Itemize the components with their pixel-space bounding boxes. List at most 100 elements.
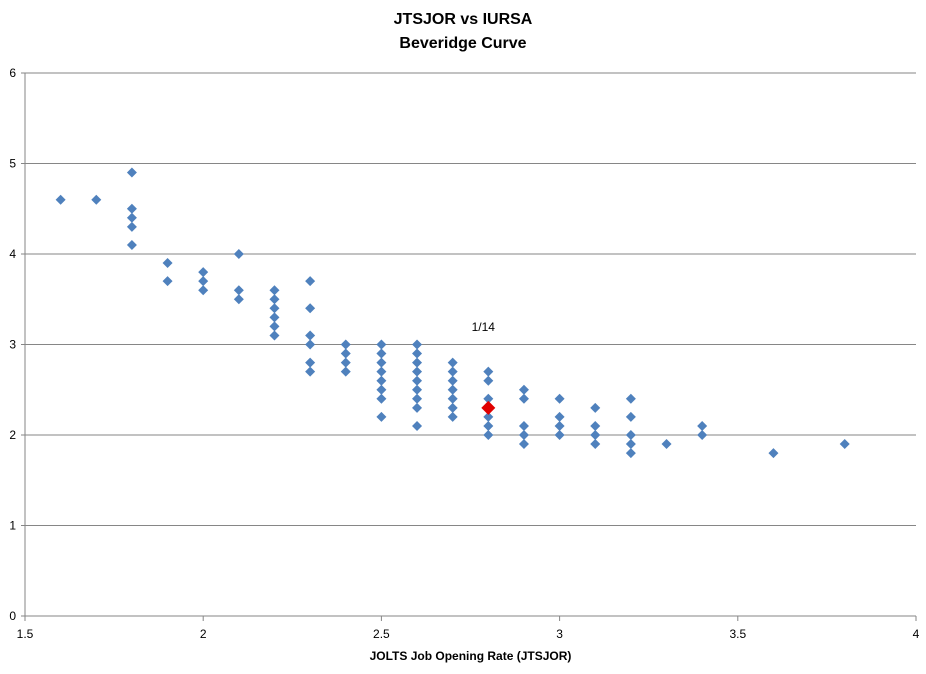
data-point [198, 276, 209, 287]
data-point [233, 285, 244, 296]
data-point [233, 249, 244, 259]
data-point [447, 375, 458, 386]
data-point [412, 366, 423, 377]
data-point [305, 357, 316, 368]
data-points [55, 167, 850, 459]
data-point [412, 339, 423, 350]
data-point [518, 384, 529, 395]
x-tick-label: 2 [200, 627, 207, 641]
y-tick-label: 6 [9, 66, 16, 80]
data-point [305, 339, 316, 350]
data-point [483, 420, 494, 431]
data-point [340, 366, 351, 377]
data-point [269, 312, 280, 323]
data-point [376, 393, 387, 404]
x-tick-label: 3 [556, 627, 563, 641]
data-point [412, 402, 423, 413]
data-point [376, 357, 387, 368]
data-point [412, 357, 423, 368]
data-point [269, 285, 280, 296]
y-tick-label: 1 [9, 519, 16, 533]
x-axis-title: JOLTS Job Opening Rate (JTSJOR) [370, 649, 572, 663]
data-point [590, 430, 601, 440]
data-point [483, 411, 494, 422]
data-point [126, 212, 137, 223]
data-point [518, 439, 529, 450]
data-point [269, 303, 280, 314]
data-point [447, 357, 458, 368]
data-point [447, 402, 458, 413]
data-point [625, 393, 636, 404]
data-point [126, 221, 137, 232]
data-point [518, 393, 529, 404]
y-tick-label: 5 [9, 157, 16, 171]
data-point [305, 330, 316, 341]
data-point [625, 448, 636, 459]
data-point [376, 348, 387, 359]
data-point [376, 411, 387, 422]
data-point [376, 384, 387, 395]
data-point [625, 430, 636, 440]
data-point [625, 411, 636, 422]
data-point [412, 348, 423, 359]
data-point [91, 194, 102, 205]
data-point [483, 366, 494, 377]
data-point [625, 439, 636, 450]
x-axis-ticks: 1.5 2 2.5 3 3.5 4 [17, 616, 920, 641]
data-point [447, 366, 458, 377]
data-point [590, 402, 601, 413]
data-point [554, 430, 565, 440]
data-point [340, 357, 351, 368]
data-point [269, 294, 280, 305]
y-tick-label: 3 [9, 338, 16, 352]
data-point [126, 167, 137, 178]
data-point [447, 384, 458, 395]
chart-subtitle: Beveridge Curve [399, 35, 527, 52]
data-point [340, 348, 351, 359]
chart-title-block: JTSJOR vs IURSA Beveridge Curve [0, 8, 926, 56]
data-point [697, 430, 708, 440]
data-point [839, 439, 850, 450]
highlight-point [481, 400, 496, 415]
x-tick-label: 2.5 [373, 627, 390, 641]
data-point [412, 375, 423, 386]
data-point [447, 411, 458, 422]
highlight-label: 1/14 [472, 320, 496, 334]
data-point [126, 239, 137, 250]
data-point [447, 393, 458, 404]
data-point [162, 276, 173, 287]
data-point [412, 420, 423, 431]
y-axis-ticks: 0 1 2 3 4 5 6 [9, 66, 25, 623]
data-point [554, 420, 565, 431]
data-point [768, 448, 779, 459]
data-point [590, 420, 601, 431]
data-point [126, 203, 137, 214]
x-tick-label: 1.5 [17, 627, 34, 641]
data-point [340, 339, 351, 350]
chart-title: JTSJOR vs IURSA [393, 11, 533, 28]
data-point [412, 393, 423, 404]
data-point [483, 393, 494, 404]
data-point [305, 303, 316, 314]
data-point [162, 258, 173, 269]
gridlines [25, 72, 916, 526]
y-tick-label: 4 [9, 247, 16, 261]
y-tick-label: 2 [9, 428, 16, 442]
data-point [376, 375, 387, 386]
data-point [661, 439, 672, 450]
data-point [483, 375, 494, 386]
data-point [376, 339, 387, 350]
data-point [198, 267, 209, 278]
data-point [376, 366, 387, 377]
data-point [554, 411, 565, 422]
x-tick-label: 4 [913, 627, 920, 641]
highlight-group: 1/14 [472, 320, 496, 415]
data-point [590, 439, 601, 450]
data-point [269, 321, 280, 332]
data-point [269, 330, 280, 341]
data-point [483, 430, 494, 440]
y-tick-label: 0 [9, 609, 16, 623]
data-point [518, 420, 529, 431]
data-point [554, 393, 565, 404]
